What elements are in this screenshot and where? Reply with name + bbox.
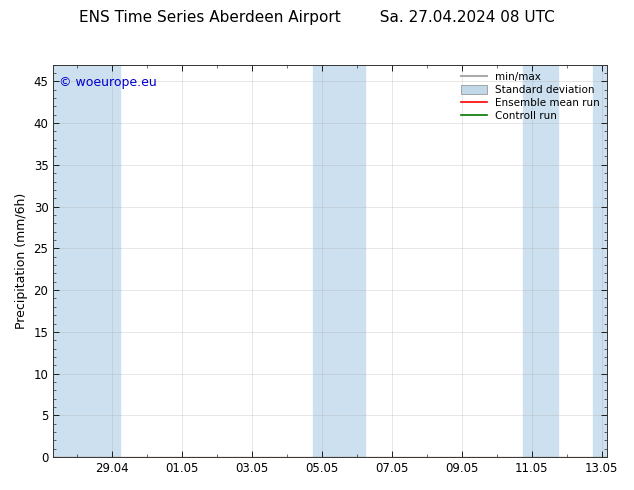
Bar: [593, 65, 607, 457]
Y-axis label: Precipitation (mm/6h): Precipitation (mm/6h): [15, 193, 28, 329]
Bar: [53, 65, 120, 457]
Text: © woeurope.eu: © woeurope.eu: [59, 76, 157, 89]
Text: ENS Time Series Aberdeen Airport        Sa. 27.04.2024 08 UTC: ENS Time Series Aberdeen Airport Sa. 27.…: [79, 10, 555, 25]
Bar: [313, 65, 330, 457]
Bar: [523, 65, 558, 457]
Bar: [330, 65, 365, 457]
Legend: min/max, Standard deviation, Ensemble mean run, Controll run: min/max, Standard deviation, Ensemble me…: [459, 70, 602, 122]
